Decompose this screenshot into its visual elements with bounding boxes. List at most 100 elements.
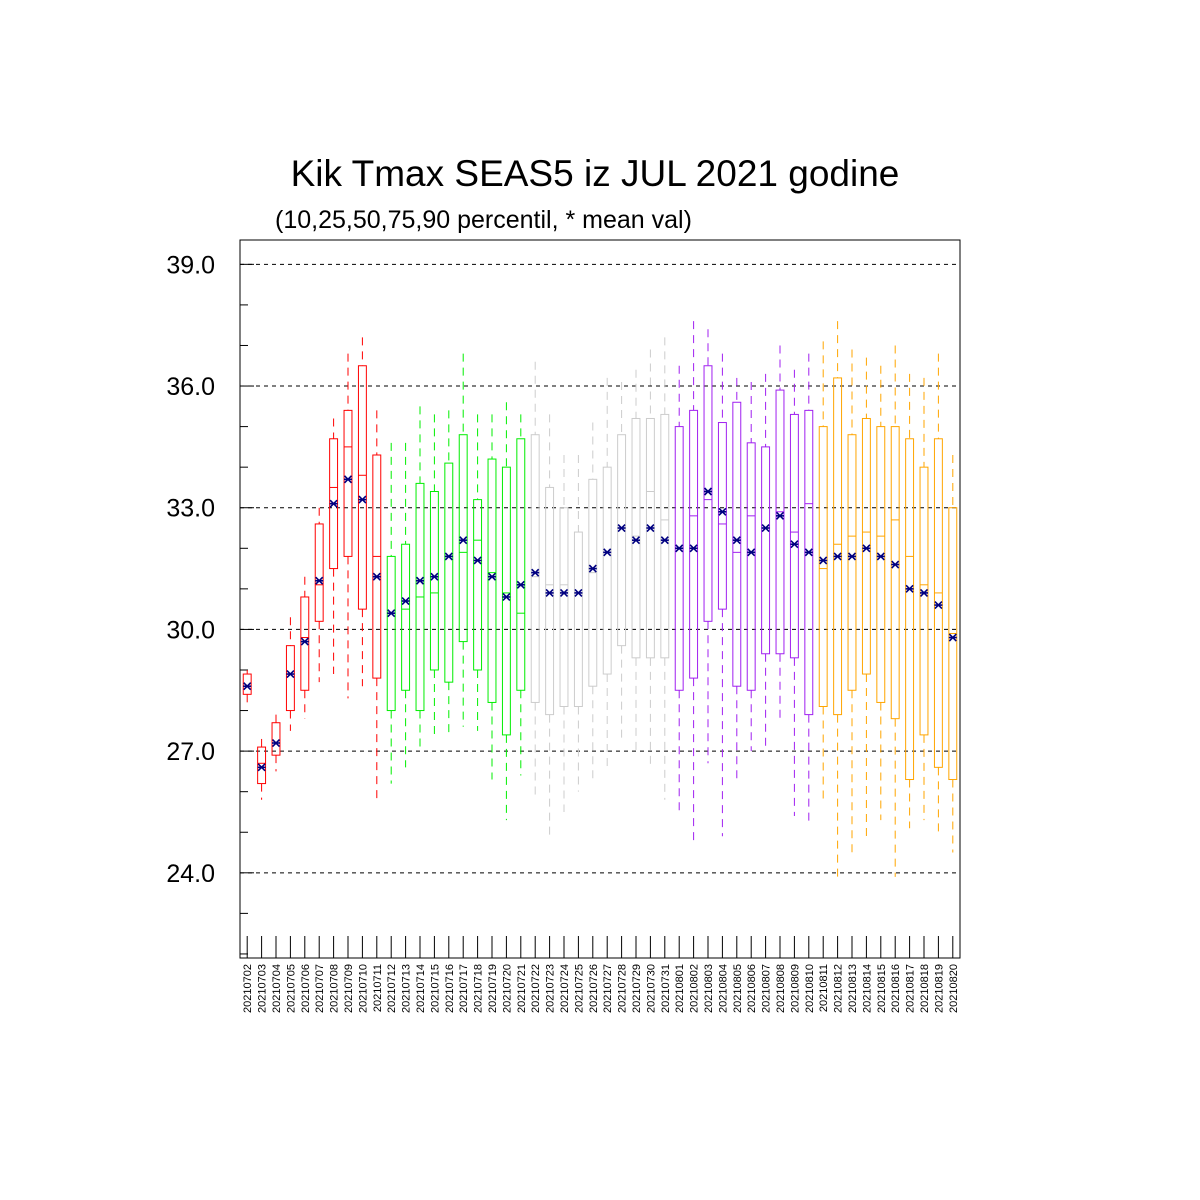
mean-stroke — [833, 552, 842, 561]
x-tick-label: 20210812 — [833, 964, 845, 1013]
x-tick-label: 20210708 — [329, 964, 341, 1013]
mean-marker — [545, 588, 554, 597]
x-tick-label: 20210809 — [789, 964, 801, 1013]
box-20210820 — [948, 454, 958, 853]
iqr-box — [602, 466, 612, 675]
mean-stroke — [559, 588, 569, 597]
box-20210723 — [545, 414, 555, 837]
mean-marker — [487, 572, 497, 581]
x-tick-label: 20210801 — [674, 964, 686, 1013]
mean-stroke — [401, 596, 410, 606]
box-20210709 — [343, 353, 353, 699]
iqr-box — [487, 458, 497, 703]
x-tick-label: 20210706 — [300, 964, 312, 1013]
mean-stroke — [617, 523, 626, 533]
iqr-box — [588, 478, 598, 687]
mean-stroke — [732, 536, 741, 545]
x-axis: 20210702 20210703 20210704 20210705 20210706… — [242, 936, 960, 1013]
box-20210728 — [617, 381, 627, 739]
mean-stroke — [588, 564, 597, 573]
mean-marker — [286, 669, 295, 679]
box-20210721 — [516, 414, 526, 776]
mean-stroke — [545, 588, 554, 597]
x-tick-label: 20210724 — [559, 964, 571, 1013]
mean-stroke — [430, 572, 439, 581]
box-20210713 — [401, 442, 411, 768]
y-tick-label: 24.0 — [166, 860, 215, 888]
iqr-box — [242, 673, 252, 695]
iqr-box — [933, 438, 943, 768]
mean-marker — [732, 536, 741, 545]
x-tick-label: 20210817 — [905, 964, 917, 1013]
mean-marker — [415, 576, 425, 585]
box-20210812 — [833, 321, 843, 881]
mean-stroke — [790, 540, 799, 549]
mean-stroke — [819, 556, 828, 565]
x-tick-label: 20210805 — [732, 964, 744, 1013]
mean-stroke — [531, 568, 540, 577]
box-series — [242, 321, 958, 881]
x-tick-label: 20210813 — [847, 964, 859, 1013]
mean-stroke — [502, 592, 511, 602]
iqr-box — [660, 413, 670, 659]
mean-marker — [804, 548, 813, 557]
iqr-box — [775, 389, 785, 655]
box-20210703 — [257, 738, 267, 800]
mean-marker — [315, 576, 324, 585]
mean-marker — [631, 536, 641, 545]
x-tick-label: 20210803 — [703, 964, 715, 1013]
iqr-box — [372, 454, 382, 679]
box-20210810 — [804, 353, 814, 825]
mean-marker — [559, 588, 569, 597]
mean-marker — [847, 552, 857, 561]
iqr-box — [257, 746, 267, 785]
mean-stroke — [689, 544, 698, 553]
box-20210706 — [300, 576, 310, 719]
mean-marker — [675, 544, 684, 553]
mean-marker — [876, 552, 885, 561]
iqr-box — [559, 507, 569, 707]
box-20210809 — [789, 369, 799, 817]
box-20210719 — [487, 414, 497, 780]
mean-stroke — [919, 588, 929, 597]
x-tick-label: 20210722 — [530, 964, 542, 1013]
iqr-box — [473, 499, 483, 671]
box-20210716 — [444, 410, 454, 735]
iqr-box — [717, 422, 727, 610]
mean-stroke — [459, 536, 468, 545]
box-20210729 — [631, 369, 641, 756]
mean-stroke — [703, 487, 713, 496]
mean-marker — [372, 572, 381, 581]
mean-stroke — [257, 763, 266, 772]
x-tick-label: 20210811 — [818, 964, 830, 1012]
box-20210711 — [372, 410, 382, 800]
x-tick-label: 20210814 — [861, 964, 873, 1013]
plot-frame — [239, 239, 961, 959]
x-tick-label: 20210810 — [804, 964, 816, 1013]
y-tick-label: 30.0 — [166, 616, 215, 644]
x-tick-label: 20210727 — [602, 964, 614, 1013]
iqr-box — [861, 417, 871, 675]
mean-marker — [819, 556, 828, 565]
x-tick-label: 20210715 — [429, 964, 441, 1013]
box-20210720 — [501, 402, 511, 821]
mean-stroke — [603, 548, 612, 557]
mean-marker — [430, 572, 439, 581]
box-20210804 — [717, 353, 727, 837]
box-20210717 — [458, 353, 468, 727]
box-20210807 — [761, 373, 771, 752]
box-20210718 — [473, 414, 483, 731]
box-20210730 — [645, 349, 655, 768]
mean-stroke — [329, 499, 338, 508]
x-tick-label: 20210702 — [242, 964, 254, 1013]
iqr-box — [401, 543, 411, 691]
mean-stroke — [948, 633, 957, 642]
box-20210731 — [660, 337, 670, 800]
iqr-box — [689, 409, 699, 679]
mean-stroke — [905, 584, 914, 593]
mean-marker — [761, 523, 770, 533]
x-tick-label: 20210718 — [473, 964, 485, 1013]
mean-stroke — [574, 588, 583, 597]
x-tick-label: 20210709 — [343, 964, 355, 1013]
mean-stroke — [343, 475, 353, 484]
